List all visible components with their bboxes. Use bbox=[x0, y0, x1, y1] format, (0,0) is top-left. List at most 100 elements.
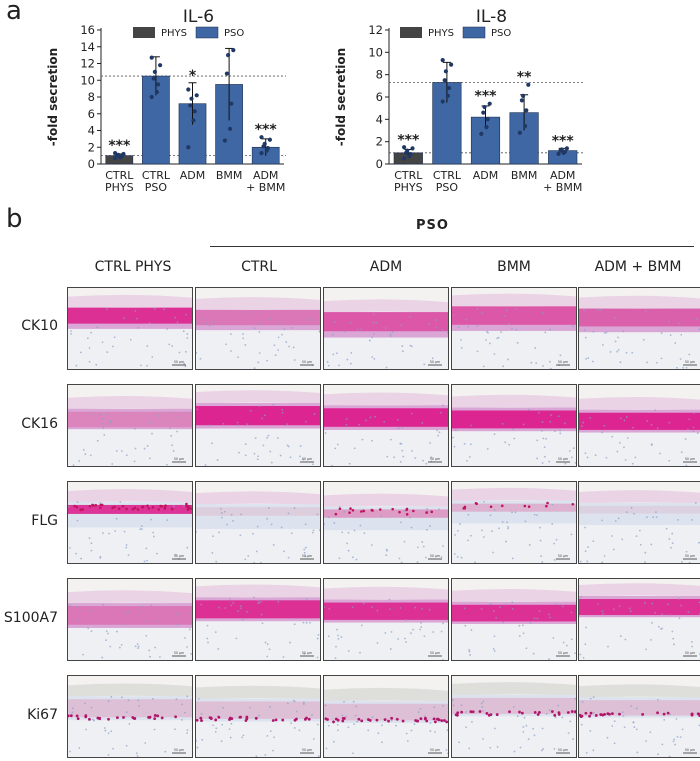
nucleus bbox=[337, 637, 340, 640]
ki67-positive-nucleus bbox=[375, 718, 379, 722]
nucleus bbox=[316, 637, 319, 640]
nucleus bbox=[674, 743, 677, 746]
nucleus bbox=[224, 607, 227, 609]
nucleus bbox=[220, 516, 223, 519]
nucleus bbox=[453, 552, 456, 555]
nucleus bbox=[493, 433, 496, 436]
ki67-positive-nucleus bbox=[217, 715, 221, 719]
ki67-positive-nucleus bbox=[666, 711, 670, 715]
nucleus bbox=[584, 526, 586, 529]
nucleus bbox=[371, 606, 373, 609]
nucleus bbox=[617, 517, 620, 520]
nucleus bbox=[264, 754, 267, 756]
nucleus bbox=[468, 747, 471, 750]
nucleus bbox=[104, 729, 107, 732]
histology-tile-ki67-5: 50 µm bbox=[578, 675, 700, 758]
nucleus bbox=[367, 729, 370, 732]
dermis bbox=[68, 627, 192, 660]
nucleus bbox=[317, 634, 320, 636]
nucleus bbox=[336, 628, 338, 631]
nucleus bbox=[432, 631, 435, 633]
nucleus bbox=[592, 749, 595, 752]
tissue-section: 50 µm bbox=[579, 676, 700, 757]
nucleus bbox=[424, 715, 426, 718]
nucleus bbox=[429, 442, 431, 444]
nucleus bbox=[188, 628, 191, 631]
nucleus bbox=[337, 729, 339, 732]
nucleus bbox=[246, 423, 248, 426]
nucleus bbox=[338, 506, 341, 508]
nucleus bbox=[71, 707, 74, 710]
nucleus bbox=[258, 405, 261, 408]
nucleus bbox=[692, 430, 695, 433]
nucleus bbox=[257, 602, 259, 605]
data-point bbox=[151, 76, 156, 81]
nucleus bbox=[678, 322, 680, 324]
nucleus bbox=[252, 532, 254, 535]
nucleus bbox=[504, 603, 507, 606]
nucleus bbox=[225, 343, 227, 346]
dermis bbox=[68, 527, 192, 563]
nucleus bbox=[416, 561, 419, 563]
nucleus bbox=[505, 540, 507, 543]
nucleus bbox=[574, 697, 576, 700]
nucleus bbox=[305, 598, 308, 600]
nucleus bbox=[468, 649, 471, 651]
nucleus bbox=[220, 740, 223, 743]
nucleus bbox=[540, 429, 543, 432]
nucleus bbox=[667, 603, 670, 606]
histology-tile-ki67-4: 50 µm bbox=[451, 675, 577, 758]
nucleus bbox=[414, 457, 417, 460]
nucleus bbox=[164, 750, 167, 753]
nucleus bbox=[597, 309, 599, 311]
histology-tile-flg-1: 50 µm bbox=[67, 481, 193, 564]
nucleus bbox=[293, 700, 296, 703]
nucleus bbox=[293, 359, 296, 361]
nucleus bbox=[454, 429, 457, 431]
nucleus bbox=[89, 454, 92, 457]
nucleus bbox=[196, 530, 197, 533]
data-point bbox=[440, 58, 445, 63]
nucleus bbox=[242, 337, 245, 340]
flg-granule bbox=[151, 505, 155, 509]
legend-swatch-pso bbox=[462, 26, 486, 39]
nucleus bbox=[607, 645, 609, 648]
data-point bbox=[408, 151, 413, 157]
nucleus bbox=[403, 510, 406, 513]
significance-marker: *** bbox=[108, 138, 131, 154]
data-point bbox=[487, 101, 492, 106]
nucleus bbox=[115, 517, 118, 520]
nucleus bbox=[646, 420, 649, 422]
nucleus bbox=[638, 529, 641, 532]
nucleus bbox=[561, 605, 564, 608]
nucleus bbox=[360, 624, 363, 627]
nucleus bbox=[506, 358, 509, 361]
ki67-positive-nucleus bbox=[618, 712, 621, 716]
nucleus bbox=[504, 315, 506, 317]
nucleus bbox=[69, 604, 72, 607]
nucleus bbox=[482, 536, 485, 538]
nucleus bbox=[410, 729, 413, 732]
nucleus bbox=[71, 711, 74, 714]
nucleus bbox=[492, 648, 495, 650]
ki67-positive-nucleus bbox=[326, 718, 329, 721]
nucleus bbox=[401, 345, 404, 347]
nucleus bbox=[150, 518, 153, 521]
nucleus bbox=[584, 643, 587, 646]
ki67-positive-nucleus bbox=[537, 710, 541, 714]
nucleus bbox=[401, 426, 403, 429]
stain-band bbox=[196, 406, 320, 426]
nucleus bbox=[266, 359, 268, 362]
nucleus bbox=[612, 608, 615, 611]
nucleus bbox=[429, 730, 432, 732]
nucleus bbox=[274, 354, 277, 357]
nucleus bbox=[174, 316, 177, 319]
nucleus bbox=[433, 706, 436, 709]
nucleus bbox=[491, 530, 493, 533]
nucleus bbox=[212, 724, 214, 727]
nucleus bbox=[186, 337, 189, 340]
nucleus bbox=[693, 412, 696, 414]
nucleus bbox=[304, 555, 307, 558]
nucleus bbox=[76, 519, 79, 522]
nucleus bbox=[549, 360, 551, 363]
